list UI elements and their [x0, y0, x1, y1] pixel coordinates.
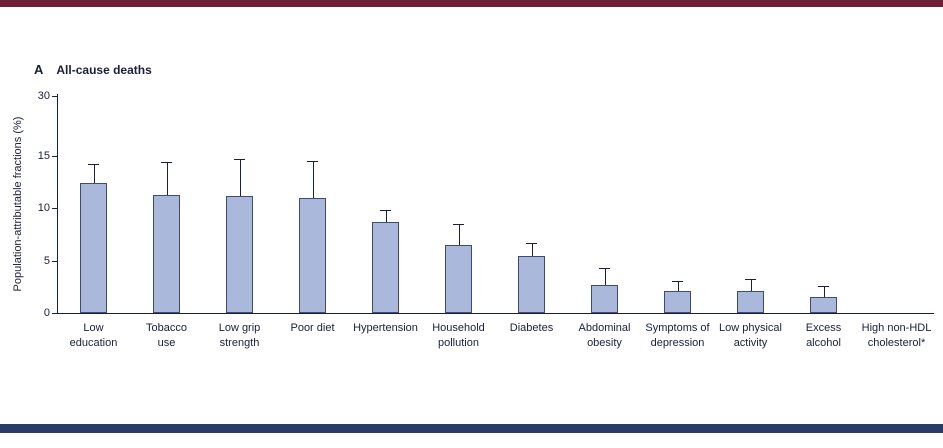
bar: [80, 183, 107, 313]
category-label-line: Low grip: [218, 322, 261, 334]
category-label: Abdominal obesity: [557, 321, 653, 351]
error-bar-cap: [380, 210, 391, 212]
y-tick-mark: [52, 208, 57, 210]
y-tick-label: 0: [43, 307, 50, 319]
error-bar-cap: [234, 158, 245, 160]
x-axis-line: [57, 313, 934, 314]
error-bar-line: [312, 161, 314, 198]
bar: [299, 197, 326, 313]
category-label-line: depression: [650, 337, 705, 349]
category-label: Hypertension: [338, 321, 434, 336]
category-label-line: Low: [83, 322, 104, 334]
y-tick-label: 15: [37, 149, 50, 162]
chart-title: All-cause deaths: [56, 63, 152, 77]
category-label: Low education: [46, 321, 142, 351]
error-bar-cap: [818, 285, 829, 287]
top-accent-strip: [0, 0, 943, 7]
category-label-line: Household: [432, 322, 485, 334]
error-bar-line: [385, 210, 387, 222]
category-label-line: activity: [733, 337, 768, 349]
error-bar-cap: [599, 267, 610, 269]
error-bar-cap: [745, 279, 756, 281]
y-tick-label: 30: [37, 90, 50, 102]
category-label-line: strength: [219, 337, 260, 349]
error-bar-line: [531, 242, 533, 257]
bar: [518, 256, 545, 313]
y-tick-mark: [52, 96, 57, 97]
category-label-line: Abdominal: [578, 322, 631, 334]
category-label: Low physical activity: [703, 321, 799, 351]
bar: [372, 221, 399, 313]
error-bar-line: [677, 280, 679, 291]
bar: [226, 195, 253, 313]
category-label: Excess alcohol: [776, 321, 872, 351]
error-bar-cap: [672, 280, 683, 282]
category-label-line: use: [157, 337, 176, 349]
bar: [591, 284, 618, 313]
category-label-line: Diabetes: [509, 322, 554, 334]
category-label-line: Excess: [805, 322, 842, 334]
category-label-line: alcohol: [806, 337, 841, 349]
error-bar-line: [239, 158, 241, 196]
category-label: High non-HDL cholesterol*: [849, 321, 943, 351]
category-label: Household pollution: [411, 321, 507, 351]
category-label-line: Low physical: [719, 322, 782, 334]
error-bar-line: [823, 285, 825, 298]
error-bar-cap: [161, 162, 172, 164]
error-bar-line: [166, 162, 168, 195]
panel-letter: A: [34, 62, 44, 77]
category-label: Diabetes: [484, 321, 580, 336]
error-bar-cap: [88, 164, 99, 166]
error-bar-line: [750, 279, 752, 291]
bar: [445, 244, 472, 313]
category-label-line: Hypertension: [353, 322, 418, 334]
error-bar-cap: [307, 161, 318, 163]
bar: [664, 290, 691, 313]
y-axis-line: [57, 94, 58, 314]
category-label-line: Poor diet: [290, 322, 335, 334]
category-label-line: pollution: [438, 337, 479, 349]
error-bar-line: [93, 164, 95, 184]
category-label: Low grip strength: [192, 321, 288, 351]
category-label-line: Symptoms of: [645, 322, 710, 334]
y-tick-mark: [52, 155, 57, 157]
category-label: Poor diet: [265, 321, 361, 336]
bar: [153, 194, 180, 313]
panel-header: A All-cause deaths: [34, 62, 152, 77]
error-bar-cap: [453, 223, 464, 225]
category-label: Symptoms of depression: [630, 321, 726, 351]
category-label-line: cholesterol*: [867, 337, 926, 349]
y-tick-label: 5: [43, 254, 50, 267]
bar: [810, 297, 837, 313]
bottom-accent-strip: [0, 424, 943, 433]
y-tick-mark: [52, 313, 57, 314]
category-label-line: Tobacco: [146, 322, 187, 334]
category-label-line: High non-HDL: [861, 322, 932, 334]
y-tick-mark: [52, 260, 57, 262]
error-bar-line: [458, 223, 460, 245]
error-bar-line: [604, 267, 606, 285]
y-tick-label: 10: [37, 202, 50, 215]
category-label-line: obesity: [587, 337, 622, 349]
category-label: Tobacco use: [119, 321, 215, 351]
error-bar-cap: [526, 242, 537, 244]
category-label-line: education: [69, 337, 118, 349]
bar: [737, 290, 764, 313]
